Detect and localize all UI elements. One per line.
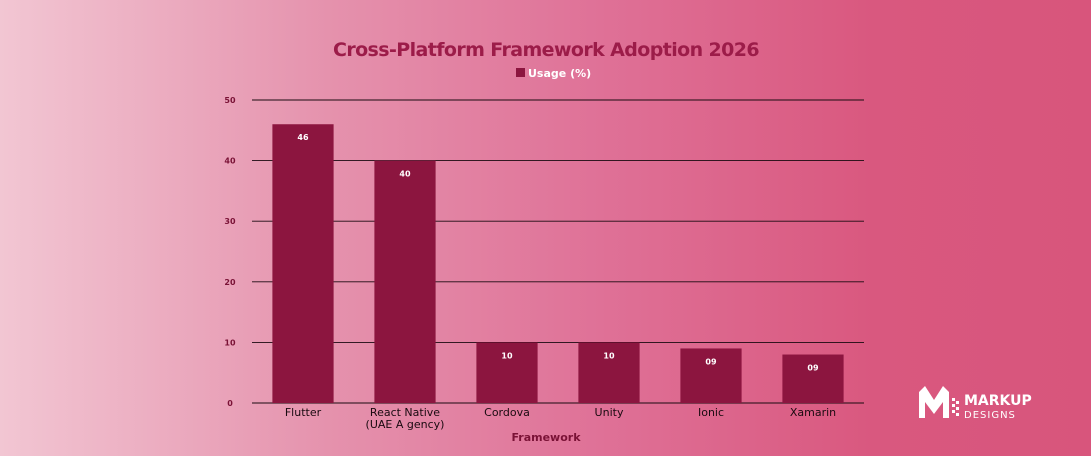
- data-labels: 46 40 10 10 09 09: [297, 133, 819, 372]
- data-label: 09: [807, 364, 819, 373]
- x-tick-label: Cordova: [484, 406, 530, 419]
- x-axis-label: Framework: [511, 431, 581, 444]
- bar: [272, 124, 334, 404]
- legend-label: Usage (%): [528, 67, 591, 80]
- bar: [578, 342, 640, 403]
- data-label: 10: [603, 351, 615, 360]
- bar: [374, 160, 436, 403]
- markup-designs-logo: MARKUP DESIGNS: [919, 386, 1032, 421]
- bar: [782, 354, 844, 403]
- y-tick-label: 10: [224, 338, 236, 347]
- x-tick-label: Xamarin: [790, 406, 836, 419]
- y-tick-label: 40: [224, 157, 236, 166]
- data-label: 09: [705, 357, 717, 366]
- y-tick-label: 0: [227, 399, 233, 408]
- bars: [272, 124, 844, 404]
- bar: [680, 348, 742, 403]
- x-axis-ticks: Flutter React Native (UAE A gency) Cordova U…: [285, 406, 836, 431]
- y-axis-ticks: 0 10 20 30 40 50: [224, 96, 236, 408]
- logo-sub-text: DESIGNS: [964, 410, 1016, 421]
- logo-brand-text: MARKUP: [964, 393, 1032, 409]
- x-tick-label: Unity: [595, 406, 624, 419]
- y-tick-label: 20: [224, 278, 236, 287]
- x-tick-label: Ionic: [698, 406, 724, 419]
- y-tick-label: 50: [224, 96, 236, 105]
- markup-m-icon: [919, 386, 959, 418]
- x-tick-label: Flutter: [285, 406, 322, 419]
- legend-swatch: [516, 68, 525, 77]
- data-label: 10: [501, 351, 513, 360]
- gridlines: [252, 99, 864, 404]
- chart-title: Cross-Platform Framework Adoption 2026: [333, 39, 759, 61]
- bar: [476, 342, 538, 403]
- data-label: 40: [399, 170, 411, 179]
- data-label: 46: [297, 133, 309, 142]
- legend: Usage (%): [516, 67, 591, 80]
- y-tick-label: 30: [224, 217, 236, 226]
- x-tick-label: React Native (UAE A gency): [366, 406, 445, 431]
